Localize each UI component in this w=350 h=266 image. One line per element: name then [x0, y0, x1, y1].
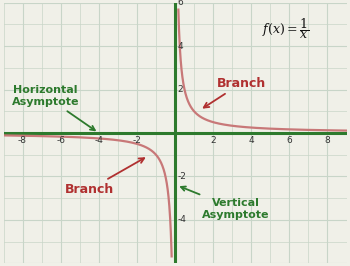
Text: 8: 8: [324, 136, 330, 145]
Text: -4: -4: [178, 215, 187, 225]
Text: -6: -6: [56, 136, 65, 145]
Text: 2: 2: [178, 85, 183, 94]
Text: -2: -2: [178, 172, 187, 181]
Text: -4: -4: [94, 136, 103, 145]
Text: Branch: Branch: [204, 77, 266, 107]
Text: 6: 6: [286, 136, 292, 145]
Text: -8: -8: [18, 136, 27, 145]
Text: 4: 4: [248, 136, 254, 145]
Text: -2: -2: [132, 136, 141, 145]
Text: Vertical
Asymptote: Vertical Asymptote: [181, 186, 270, 220]
Text: $f(x) = \dfrac{1}{x}$: $f(x) = \dfrac{1}{x}$: [262, 16, 309, 41]
Text: Horizontal
Asymptote: Horizontal Asymptote: [12, 85, 95, 130]
Text: 4: 4: [178, 41, 183, 51]
Text: 2: 2: [210, 136, 216, 145]
Text: 6: 6: [178, 0, 184, 7]
Text: Branch: Branch: [65, 158, 144, 196]
